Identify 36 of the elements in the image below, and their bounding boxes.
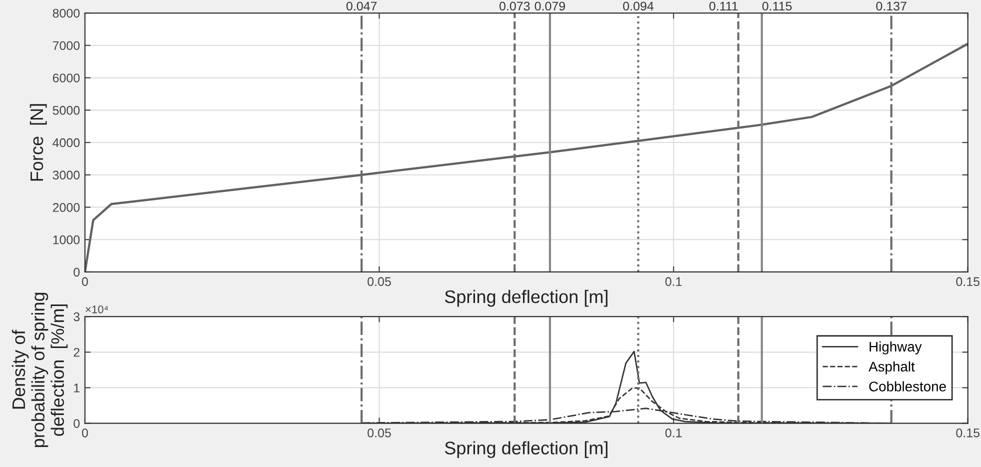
x-axis-title: Spring deflection [m] bbox=[444, 441, 608, 458]
y-tick-label: 3 bbox=[74, 312, 80, 322]
y-tick-label: 6000 bbox=[52, 74, 80, 82]
y-tick-label: 8000 bbox=[52, 8, 80, 18]
x-tick-label: 0 bbox=[82, 428, 88, 438]
y-tick-label: 2 bbox=[74, 348, 80, 357]
x-tick-label: 0.05 bbox=[368, 277, 391, 286]
legend-label: Cobblestone bbox=[869, 381, 946, 392]
x-tick-label: 0.1 bbox=[665, 428, 682, 438]
legend-label: Asphalt bbox=[868, 361, 915, 374]
y-tick-label: 0 bbox=[74, 419, 80, 428]
ref-line-label: 0.094 bbox=[623, 2, 654, 11]
text: ×10⁴ bbox=[86, 305, 108, 314]
ref-line-label: 0.115 bbox=[762, 2, 792, 11]
legend-label: Highway bbox=[870, 341, 922, 354]
y-axis-title: Force [N] bbox=[30, 104, 47, 181]
ref-line-label: 0.073 bbox=[499, 2, 530, 11]
y-tick-label: 7000 bbox=[52, 41, 80, 50]
y-tick-label: 5000 bbox=[52, 106, 80, 115]
x-tick-label: 0.1 bbox=[665, 277, 682, 286]
ref-line-label: 0.137 bbox=[876, 2, 906, 11]
y-axis-title: Density of probability of spring deflection [%/m] bbox=[12, 292, 68, 448]
ref-line-label: 0.079 bbox=[534, 2, 565, 11]
ref-line-label: 0.111 bbox=[709, 2, 738, 11]
x-tick-label: 0 bbox=[82, 277, 88, 286]
x-tick-label: 0.15 bbox=[956, 428, 980, 438]
y-tick-label: 4000 bbox=[52, 138, 80, 148]
y-tick-label: 2000 bbox=[52, 203, 80, 212]
x-axis-title: Spring deflection [m] bbox=[444, 290, 608, 307]
x-tick-label: 0.05 bbox=[368, 428, 391, 438]
ref-line-label: 0.047 bbox=[346, 2, 377, 11]
y-tick-label: 1 bbox=[74, 384, 80, 392]
y-tick-label: 3000 bbox=[52, 170, 80, 180]
y-tick-label: 1000 bbox=[53, 235, 80, 244]
y-tick-label: 0 bbox=[74, 268, 80, 277]
x-tick-label: 0.15 bbox=[956, 277, 980, 286]
